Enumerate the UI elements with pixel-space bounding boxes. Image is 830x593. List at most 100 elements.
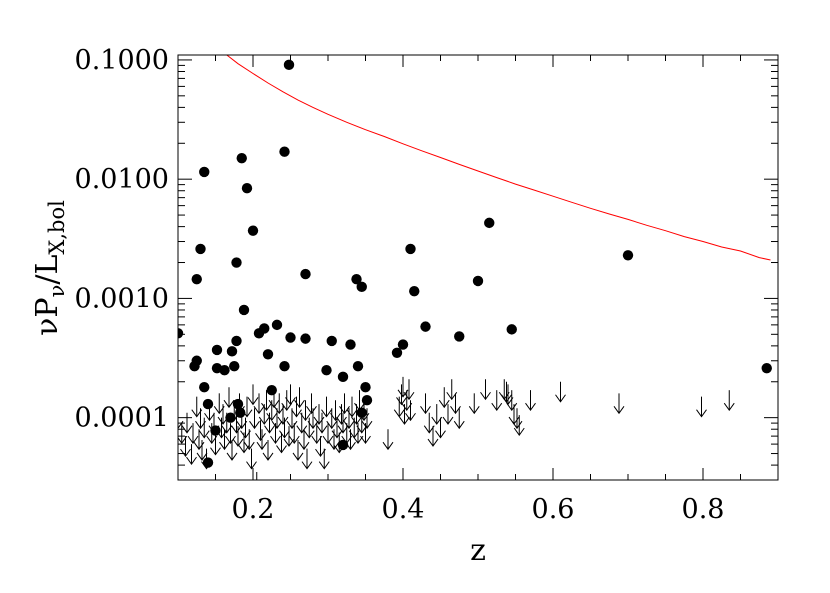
detection-point: [356, 281, 367, 293]
detection-point: [247, 225, 259, 236]
detection-point: [345, 339, 356, 350]
y-tick-label: 0.0001: [75, 403, 169, 434]
detection-point: [226, 346, 238, 357]
detection-point: [326, 335, 337, 347]
upper-limit-arrow: [187, 423, 199, 444]
upper-limit-arrow: [271, 408, 283, 430]
detection-point: [202, 457, 214, 468]
upper-limit-arrow: [393, 396, 405, 418]
upper-limit-arrow: [281, 390, 293, 412]
detection-point: [271, 319, 283, 331]
detection-point: [337, 371, 349, 383]
upper-limit-arrow: [256, 429, 268, 451]
detection-point: [420, 321, 431, 332]
upper-limit-arrow: [330, 400, 341, 422]
upper-limit-arrow: [346, 396, 358, 418]
upper-limit-arrow: [253, 393, 265, 415]
upper-limit-arrow: [294, 387, 305, 409]
upper-limit-arrow: [339, 393, 350, 415]
detection-point: [300, 268, 311, 280]
upper-limit-arrow: [506, 390, 518, 412]
detection-point: [236, 152, 247, 164]
upper-limit-arrow: [186, 444, 197, 465]
limit-curve-line: [226, 55, 771, 261]
upper-limit-arrow: [285, 384, 296, 406]
detection-point: [761, 362, 772, 374]
upper-limit-arrow: [201, 448, 212, 470]
upper-limit-arrow: [268, 387, 280, 409]
detection-point: [231, 257, 242, 268]
y-axis-title: νPν/LX,bol: [30, 200, 69, 336]
detection-point: [178, 328, 184, 339]
detection-point: [279, 361, 290, 372]
upper-limit-arrow: [613, 393, 625, 415]
x-tick-label: 0.4: [382, 494, 425, 525]
upper-limit-arrow: [322, 423, 334, 444]
y-axis-title-part: ν: [45, 285, 69, 298]
upper-limit-arrow: [232, 426, 244, 447]
upper-limit-arrow: [286, 408, 298, 430]
upper-limit-arrow: [333, 432, 345, 454]
y-tick-label: 0.0100: [75, 164, 169, 195]
detection-point: [300, 333, 311, 344]
upper-limit-arrow: [696, 396, 707, 418]
upper-limit-arrow: [316, 412, 328, 434]
upper-limit-arrow: [255, 420, 266, 442]
upper-limit-arrow: [343, 408, 355, 430]
upper-limit-arrow: [208, 412, 220, 434]
upper-limit-arrow: [480, 379, 491, 401]
upper-limit-arrow: [180, 436, 191, 457]
plot-area: [178, 55, 772, 480]
upper-limit-arrow: [336, 404, 347, 425]
upper-limit-arrow: [261, 390, 272, 412]
upper-limit-arrow: [228, 400, 240, 422]
y-axis-title-part: L: [30, 255, 65, 275]
upper-limit-arrow: [249, 408, 260, 430]
detection-point: [199, 166, 210, 178]
upper-limit-arrow: [291, 396, 302, 418]
upper-limit-arrow: [723, 390, 735, 412]
upper-limit-arrow: [306, 393, 317, 415]
upper-limit-arrow: [513, 415, 525, 436]
x-tick-label: 0.6: [532, 494, 575, 525]
detection-point: [506, 324, 517, 335]
detection-point: [352, 361, 364, 372]
upper-limit-arrow: [247, 384, 259, 406]
detection-point: [361, 395, 373, 406]
detection-point: [219, 365, 230, 376]
upper-limit-arrow: [318, 448, 330, 470]
detection-point: [484, 217, 495, 229]
detection-point: [360, 382, 371, 393]
upper-limit-arrow: [525, 390, 536, 412]
upper-limit-arrow: [321, 396, 332, 418]
detection-point: [266, 384, 277, 396]
detection-point: [225, 412, 236, 423]
upper-limit-arrow: [234, 393, 245, 415]
upper-limit-arrow: [491, 390, 503, 412]
upper-limit-arrow: [181, 412, 193, 434]
upper-limit-arrow: [243, 429, 255, 451]
upper-limit-arrow: [231, 412, 242, 434]
detection-point: [405, 243, 416, 255]
upper-limit-arrow: [405, 400, 416, 422]
upper-limit-arrow: [326, 408, 338, 430]
upper-limit-arrow: [256, 472, 258, 480]
detection-point: [195, 243, 206, 255]
upper-limit-arrow: [264, 412, 275, 434]
detection-point: [285, 332, 296, 343]
upper-limit-arrow: [198, 417, 210, 439]
upper-limit-arrow: [210, 434, 221, 456]
upper-limit-arrow: [453, 408, 465, 430]
upper-limit-arrow: [283, 426, 295, 447]
upper-limit-arrow: [468, 393, 480, 415]
upper-limit-arrow: [352, 423, 364, 444]
upper-limit-arrow: [296, 412, 308, 434]
detection-point: [191, 273, 202, 285]
y-tick-label: 0.1000: [75, 45, 169, 76]
upper-limit-arrow: [435, 417, 446, 439]
x-tick-label: 0.2: [232, 494, 275, 525]
upper-limit-arrow: [292, 439, 304, 461]
upper-limit-arrow: [288, 423, 300, 444]
y-axis-title-part: P: [30, 297, 65, 317]
